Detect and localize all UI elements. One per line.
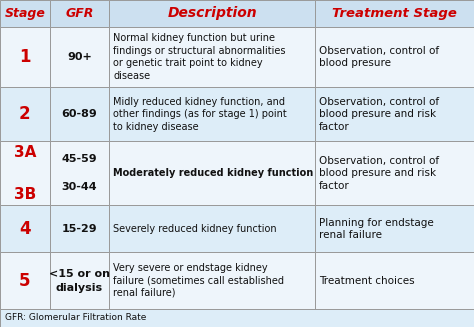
Text: GFR: GFR (65, 7, 93, 20)
Bar (315, 141, 474, 205)
Bar (109, 0, 315, 27)
Bar (0, 141, 50, 205)
Bar (109, 87, 315, 141)
Bar (315, 252, 474, 309)
Bar (315, 27, 474, 87)
Text: Treatment choices: Treatment choices (319, 276, 415, 285)
Text: Severely reduced kidney function: Severely reduced kidney function (113, 224, 277, 234)
Text: <15 or on
dialysis: <15 or on dialysis (49, 268, 110, 293)
Bar (0, 0, 50, 27)
Bar (315, 205, 474, 252)
Bar (50, 141, 109, 205)
Text: Observation, control of
blood presure: Observation, control of blood presure (319, 46, 439, 68)
Text: Midly reduced kidney function, and
other findings (as for stage 1) point
to kidn: Midly reduced kidney function, and other… (113, 97, 287, 132)
Text: Observation, control of
blood presure and risk
factor: Observation, control of blood presure an… (319, 97, 439, 132)
Text: Moderately reduced kidney function: Moderately reduced kidney function (113, 168, 313, 178)
Bar (109, 205, 315, 252)
Bar (50, 87, 109, 141)
Text: 1: 1 (19, 48, 31, 66)
Text: 2: 2 (19, 105, 31, 123)
Text: 90+: 90+ (67, 52, 92, 62)
Bar (50, 205, 109, 252)
Text: Stage: Stage (4, 7, 46, 20)
Text: Treatment Stage: Treatment Stage (332, 7, 457, 20)
Bar (0, 205, 50, 252)
Text: Normal kidney function but urine
findings or structural abnormalities
or genetic: Normal kidney function but urine finding… (113, 33, 285, 81)
Bar (0, 252, 50, 309)
Bar (109, 141, 315, 205)
Text: 45-59

30-44: 45-59 30-44 (62, 154, 97, 192)
Text: Description: Description (167, 7, 257, 20)
Text: 15-29: 15-29 (62, 224, 97, 234)
Text: 5: 5 (19, 271, 31, 290)
Bar (50, 252, 109, 309)
Text: Planning for endstage
renal failure: Planning for endstage renal failure (319, 217, 434, 240)
Text: Observation, control of
blood presure and risk
factor: Observation, control of blood presure an… (319, 156, 439, 191)
Bar (315, 87, 474, 141)
Bar (0, 87, 50, 141)
Bar (50, 0, 109, 27)
Text: 3A

3B: 3A 3B (14, 145, 36, 202)
Text: GFR: Glomerular Filtration Rate: GFR: Glomerular Filtration Rate (5, 313, 146, 322)
Bar (50, 27, 109, 87)
Text: Very severe or endstage kidney
failure (sometimes call established
renal failure: Very severe or endstage kidney failure (… (113, 263, 284, 298)
Bar (315, 0, 474, 27)
Text: 4: 4 (19, 220, 31, 238)
Bar (0, 27, 50, 87)
Bar (109, 27, 315, 87)
Bar (0, 309, 474, 327)
Text: 60-89: 60-89 (62, 109, 97, 119)
Bar (109, 252, 315, 309)
